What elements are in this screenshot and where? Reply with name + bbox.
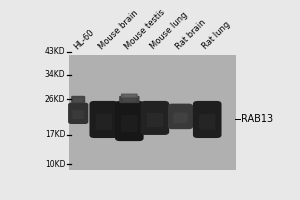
Text: Rat brain: Rat brain bbox=[174, 17, 208, 51]
FancyBboxPatch shape bbox=[121, 94, 138, 98]
Text: HL-60: HL-60 bbox=[72, 27, 95, 51]
FancyBboxPatch shape bbox=[173, 113, 188, 123]
FancyBboxPatch shape bbox=[115, 101, 144, 141]
FancyBboxPatch shape bbox=[123, 98, 136, 101]
FancyBboxPatch shape bbox=[69, 55, 236, 170]
Text: 10KD: 10KD bbox=[45, 160, 65, 169]
Text: 26KD: 26KD bbox=[45, 95, 65, 104]
FancyBboxPatch shape bbox=[71, 96, 85, 103]
Text: Rat lung: Rat lung bbox=[201, 20, 232, 51]
Text: RAB13: RAB13 bbox=[241, 114, 273, 124]
FancyBboxPatch shape bbox=[124, 95, 135, 97]
FancyBboxPatch shape bbox=[141, 101, 169, 135]
Text: 43KD: 43KD bbox=[45, 47, 65, 56]
Text: 34KD: 34KD bbox=[45, 70, 65, 79]
FancyBboxPatch shape bbox=[73, 110, 84, 119]
FancyBboxPatch shape bbox=[168, 104, 193, 129]
FancyBboxPatch shape bbox=[193, 101, 221, 138]
Text: Mouse lung: Mouse lung bbox=[148, 10, 189, 51]
FancyBboxPatch shape bbox=[119, 96, 140, 103]
Text: 17KD: 17KD bbox=[45, 130, 65, 139]
FancyBboxPatch shape bbox=[89, 101, 118, 138]
FancyBboxPatch shape bbox=[74, 98, 82, 101]
Text: Mouse brain: Mouse brain bbox=[98, 8, 140, 51]
FancyBboxPatch shape bbox=[147, 113, 163, 127]
Text: Mouse testis: Mouse testis bbox=[123, 7, 167, 51]
FancyBboxPatch shape bbox=[199, 114, 215, 130]
FancyBboxPatch shape bbox=[96, 114, 112, 130]
FancyBboxPatch shape bbox=[68, 103, 88, 124]
FancyBboxPatch shape bbox=[121, 115, 137, 132]
